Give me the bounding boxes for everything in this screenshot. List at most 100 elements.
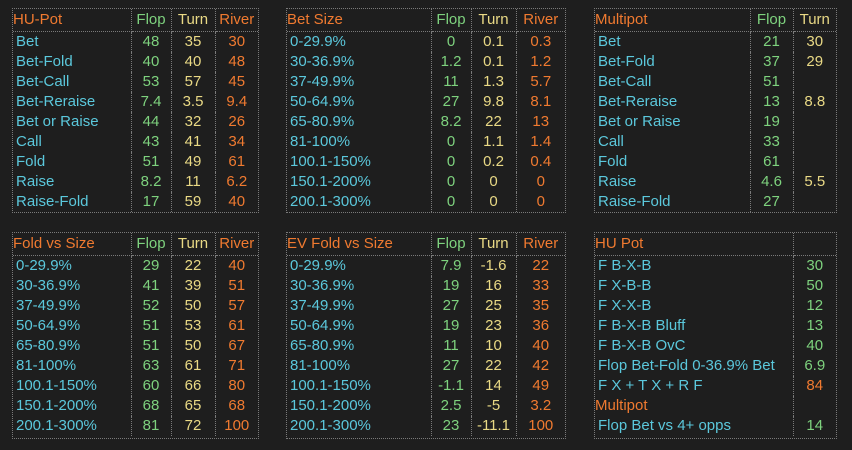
multipot-subheader-blank <box>793 396 836 416</box>
river-value: 33 <box>532 277 550 294</box>
flop-value: 53 <box>131 72 172 92</box>
multipot-rows: Bet 21 30 Bet-Fold 37 29 Bet-Call 51 Bet-Reraise… <box>595 31 836 212</box>
turn-value: 49 <box>171 152 216 172</box>
flop-value: 19 <box>431 276 472 296</box>
river-value: 40 <box>228 257 246 274</box>
ev-fold-vs-size-table: EV Fold vs Size Flop Turn River 0-29.9% 7… <box>287 233 565 436</box>
river-value: 8.1 <box>530 93 552 110</box>
flop-value: 27 <box>431 296 472 316</box>
hu-pot-lines-table: HU Pot F B-X-B 30 F X-B-B 50 F X-X-B 12 F B-X-… <box>595 233 836 436</box>
ev-fold-vs-size-header-row: EV Fold vs Size Flop Turn River <box>287 233 565 256</box>
river-value: 34 <box>228 133 246 150</box>
fold-vs-size-table: Fold vs Size Flop Turn River 0-29.9% 29 22… <box>13 233 258 436</box>
hu-pot-lines-header-row: HU Pot <box>595 233 836 256</box>
turn-value: 0 <box>471 172 517 192</box>
row-label: 50-64.9% <box>287 92 432 112</box>
table-row: 81-100% 0 1.1 1.4 <box>287 132 565 152</box>
table-row: F X-X-B 12 <box>595 296 836 316</box>
row-label: 150.1-200% <box>287 396 432 416</box>
row-label: 81-100% <box>287 356 432 376</box>
row-label: 65-80.9% <box>287 112 432 132</box>
table-row: Bet-Fold 40 40 48 <box>13 52 258 72</box>
table-row: 100.1-150% 0 0.2 0.4 <box>287 152 565 172</box>
turn-value: -5 <box>471 396 517 416</box>
river-value: 61 <box>228 153 246 170</box>
row-label: 50-64.9% <box>13 316 132 336</box>
table-row: F B-X-B OvC 40 <box>595 336 836 356</box>
row-label: 30-36.9% <box>13 276 132 296</box>
turn-value: 0.1 <box>471 31 517 52</box>
value-value: 40 <box>806 337 824 354</box>
value-value: 30 <box>806 257 824 274</box>
flop-value: 44 <box>131 112 172 132</box>
river-value: 71 <box>228 357 246 374</box>
table-row: Bet-Call 53 57 45 <box>13 72 258 92</box>
river-value: 1.4 <box>530 133 552 150</box>
turn-header: Turn <box>471 9 517 32</box>
turn-value <box>793 72 836 92</box>
river-value: 51 <box>228 277 246 294</box>
flop-value: 48 <box>131 31 172 52</box>
turn-value: 35 <box>171 31 216 52</box>
flop-value: 27 <box>431 356 472 376</box>
table-row: Bet or Raise 19 <box>595 112 836 132</box>
table-row: Call 43 41 34 <box>13 132 258 152</box>
row-label: Raise <box>595 172 751 192</box>
river-value: 0 <box>536 193 545 210</box>
table-row: 150.1-200% 2.5 -5 3.2 <box>287 396 565 416</box>
table-row: 81-100% 27 22 42 <box>287 356 565 376</box>
turn-value: 8.8 <box>804 93 826 110</box>
flop-value: 0 <box>431 172 472 192</box>
row-label: 150.1-200% <box>287 172 432 192</box>
river-value: 57 <box>228 297 246 314</box>
hu-pot-lines-header-blank <box>793 233 836 256</box>
river-value: 100 <box>224 417 250 434</box>
flop-value: 51 <box>131 316 172 336</box>
ev-fold-vs-size-panel: EV Fold vs Size Flop Turn River 0-29.9% 7… <box>286 232 566 439</box>
turn-value: 5.5 <box>804 173 826 190</box>
flop-value: 4.6 <box>750 172 794 192</box>
table-row: Bet-Fold 37 29 <box>595 52 836 72</box>
row-label: Bet-Fold <box>595 52 751 72</box>
turn-value: 10 <box>471 336 517 356</box>
flop-value: 29 <box>131 255 172 276</box>
row-label: 200.1-300% <box>13 416 132 436</box>
turn-value: 50 <box>171 296 216 316</box>
turn-value: 30 <box>806 33 824 50</box>
flop-value: 0 <box>431 192 472 212</box>
table-row: 100.1-150% -1.1 14 49 <box>287 376 565 396</box>
flop-value: 7.4 <box>131 92 172 112</box>
row-label: Bet-Reraise <box>13 92 132 112</box>
table-row: Fold 61 <box>595 152 836 172</box>
value-value: 50 <box>806 277 824 294</box>
river-value: 80 <box>228 377 246 394</box>
table-row: 200.1-300% 0 0 0 <box>287 192 565 212</box>
bet-size-rows: 0-29.9% 0 0.1 0.3 30-36.9% 1.2 0.1 1.2 37-49.9% 1… <box>287 31 565 212</box>
table-row: 37-49.9% 52 50 57 <box>13 296 258 316</box>
flop-value: 17 <box>131 192 172 212</box>
ev-fold-vs-size-rows: 0-29.9% 7.9 -1.6 22 30-36.9% 19 16 33 37-49.9% 27… <box>287 255 565 436</box>
ev-fold-vs-size-title: EV Fold vs Size <box>287 233 432 256</box>
river-value: 1.2 <box>530 53 552 70</box>
row-label: F B-X-B Bluff <box>595 316 794 336</box>
turn-value: 57 <box>171 72 216 92</box>
turn-header: Turn <box>171 9 216 32</box>
flop-header: Flop <box>431 9 472 32</box>
flop-value: 0 <box>431 152 472 172</box>
table-row: 30-36.9% 1.2 0.1 1.2 <box>287 52 565 72</box>
flop-value: 27 <box>750 192 794 212</box>
hu-pot-table: HU-Pot Flop Turn River Bet 48 35 30 Bet-Fold… <box>13 9 258 212</box>
row-label: 81-100% <box>287 132 432 152</box>
turn-value: 11 <box>171 172 216 192</box>
bet-size-title: Bet Size <box>287 9 432 32</box>
hu-pot-lines-panel: HU Pot F B-X-B 30 F X-B-B 50 F X-X-B 12 F B-X-… <box>594 232 837 439</box>
table-row: Bet or Raise 44 32 26 <box>13 112 258 132</box>
flop-value: 11 <box>431 336 472 356</box>
turn-value: 39 <box>171 276 216 296</box>
row-label: 200.1-300% <box>287 192 432 212</box>
fold-vs-size-panel: Fold vs Size Flop Turn River 0-29.9% 29 22… <box>12 232 259 439</box>
value-value: 6.9 <box>804 357 826 374</box>
flop-header: Flop <box>431 233 472 256</box>
multipot-panel: Multipot Flop Turn Bet 21 30 Bet-Fold 37 29 Be… <box>594 8 837 213</box>
flop-value: 60 <box>131 376 172 396</box>
